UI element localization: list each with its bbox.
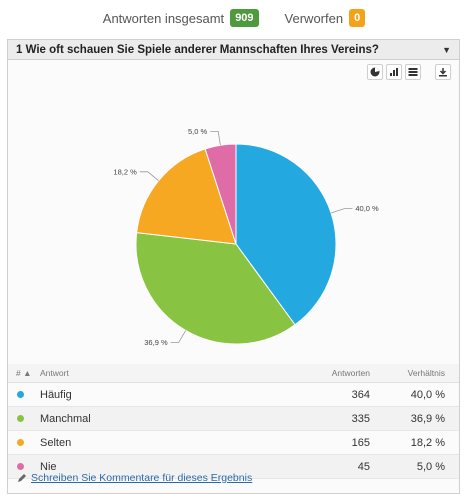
answer-ratio: 40,0 % <box>384 382 459 407</box>
index-sort-header[interactable]: # ▲ <box>8 364 39 383</box>
caret-down-icon[interactable]: ▼ <box>442 44 451 55</box>
answer-ratio: 5,0 % <box>384 454 459 479</box>
pencil-icon <box>18 474 26 482</box>
pie-label-connector <box>139 171 159 181</box>
pie-slice-häufig[interactable] <box>235 143 337 326</box>
answer-label: Häufig <box>39 382 279 407</box>
table-row: Selten 165 18,2 % <box>8 430 459 455</box>
table-icon[interactable] <box>405 64 421 80</box>
question-panel: 1 Wie oft schauen Sie Spiele anderer Man… <box>7 39 460 494</box>
download-icon[interactable] <box>435 64 451 80</box>
pie-data-label: 36,9 % <box>144 338 168 347</box>
bar-chart-icon[interactable] <box>386 64 402 80</box>
answer-count: 165 <box>279 430 384 455</box>
table-row: Manchmal 335 36,9 % <box>8 406 459 431</box>
pie-data-label: 18,2 % <box>113 167 137 176</box>
color-dot-icon <box>17 390 24 398</box>
pie-label-connector <box>330 208 353 214</box>
ratio-header: Verhältnis <box>384 364 459 383</box>
total-responses-label: Antworten insgesamt <box>102 10 225 26</box>
discarded-badge: 0 <box>349 9 366 27</box>
pie-data-label: 40,0 % <box>355 204 379 213</box>
write-comment-link[interactable]: Schreiben Sie Kommentare für dieses Erge… <box>31 472 253 484</box>
answer-header: Antwort <box>39 364 279 383</box>
table-row: Nie 45 5,0 % <box>8 454 459 479</box>
count-header: Antworten <box>279 364 384 383</box>
answer-label: Nie <box>39 454 279 479</box>
chart-toolbar <box>364 64 451 80</box>
answer-count: 335 <box>279 406 384 431</box>
answer-ratio: 18,2 % <box>384 430 459 455</box>
total-responses-badge: 909 <box>230 9 259 27</box>
pie-label-connector <box>210 131 221 146</box>
pie-slice-nie[interactable] <box>204 143 237 245</box>
pie-label-connector <box>170 330 187 343</box>
answer-ratio: 36,9 % <box>384 406 459 431</box>
color-dot-icon <box>17 462 24 470</box>
discarded-label: Verworfen <box>284 10 344 26</box>
answer-count: 45 <box>279 454 384 479</box>
table-row: Häufig 364 40,0 % <box>8 382 459 407</box>
pie-chart-icon[interactable] <box>367 64 383 80</box>
comment-row: Schreiben Sie Kommentare für dieses Erge… <box>17 472 252 484</box>
table-header-row: # ▲ Antwort Antworten Verhältnis <box>8 364 459 383</box>
results-table: # ▲ Antwort Antworten Verhältnis Häufig … <box>8 364 459 479</box>
pie-data-label: 5,0 % <box>188 127 208 136</box>
response-summary: Antworten insgesamt 909 Verworfen 0 <box>0 8 468 28</box>
question-title: 1 Wie oft schauen Sie Spiele anderer Man… <box>16 43 379 56</box>
color-dot-icon <box>17 414 24 422</box>
color-dot-icon <box>17 438 24 446</box>
answer-label: Manchmal <box>39 406 279 431</box>
answer-label: Selten <box>39 430 279 455</box>
answer-count: 364 <box>279 382 384 407</box>
pie-chart: 40,0 % 36,9 % 18,2 % 5,0 % <box>113 127 379 347</box>
question-header[interactable]: 1 Wie oft schauen Sie Spiele anderer Man… <box>8 40 459 60</box>
